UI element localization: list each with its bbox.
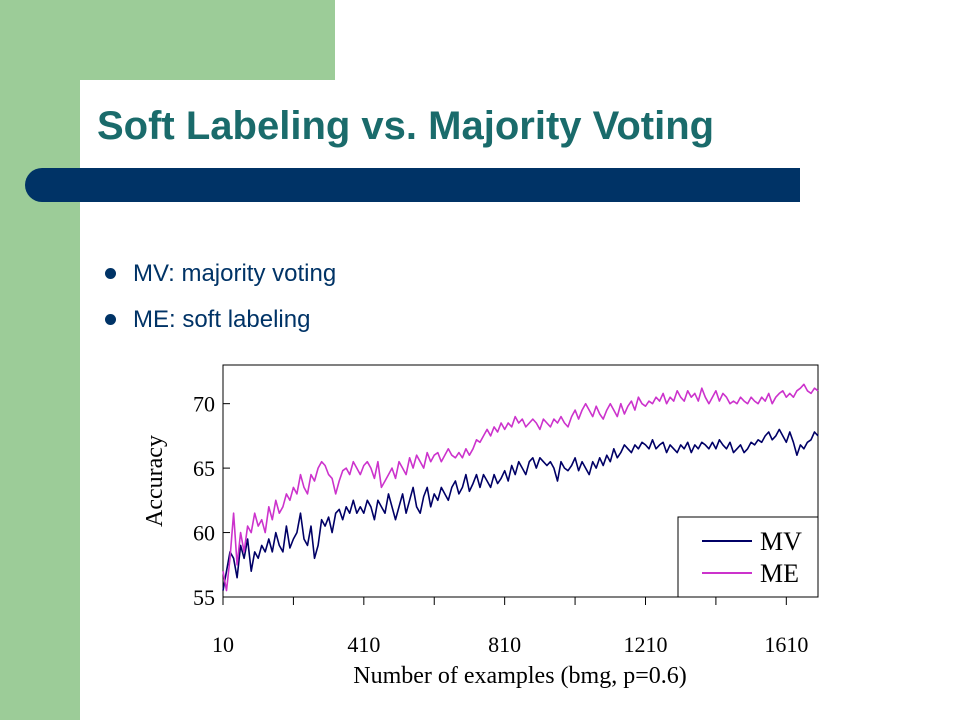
series-line-me: [222, 383, 819, 592]
left-accent-bar: [0, 0, 80, 720]
title-rule: [25, 168, 800, 202]
legend: MV ME: [677, 516, 819, 598]
accuracy-chart: 55 60 65 70 10 410 810 1210 1610 MV ME Number of…: [142, 364, 819, 689]
bullet-list: MV: majority voting ME: soft labeling: [105, 255, 336, 347]
x-tick-label: 410: [347, 632, 380, 657]
series-line-mv: [222, 428, 819, 591]
x-tick-label: 10: [212, 632, 234, 657]
y-tick-label: 55: [193, 585, 215, 610]
x-tick-label: 1210: [623, 632, 667, 657]
y-tick-label: 60: [193, 521, 215, 546]
legend-box: [677, 516, 819, 598]
top-accent-tab: [80, 0, 335, 80]
bullet-item: MV: majority voting: [105, 255, 336, 301]
bullet-item: ME: soft labeling: [105, 301, 336, 347]
y-tick-label: 70: [193, 392, 215, 417]
slide-title: Soft Labeling vs. Majority Voting: [97, 104, 715, 148]
x-tick-label: 1610: [764, 632, 808, 657]
x-axis-label: Number of examples (bmg, p=0.6): [353, 663, 686, 689]
legend-me-label: ME: [760, 559, 799, 588]
y-tick-label: 65: [193, 456, 215, 481]
y-axis-label: Accuracy: [142, 435, 168, 527]
x-tick-label: 810: [488, 632, 521, 657]
legend-mv-label: MV: [760, 527, 802, 556]
